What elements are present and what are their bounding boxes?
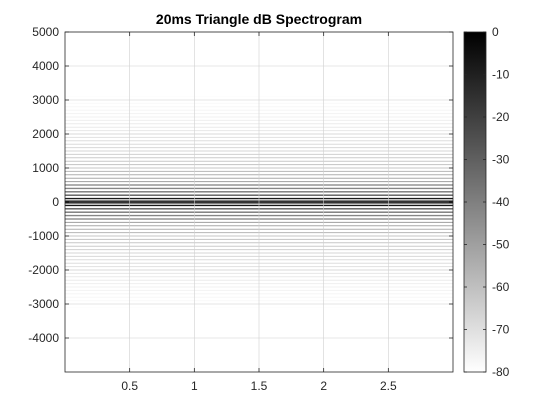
y-tick-label: -2000: [28, 263, 59, 277]
colorbar-tick-label: -60: [492, 280, 510, 294]
y-tick-label: -4000: [28, 331, 59, 345]
x-tick-label: 2: [320, 379, 327, 393]
x-tick-label: 1.5: [251, 379, 268, 393]
colorbar-tick-label: -80: [492, 365, 510, 379]
x-tick-label: 0.5: [121, 379, 138, 393]
colorbar-gradient: [464, 32, 486, 372]
y-tick-label: -1000: [28, 229, 59, 243]
colorbar-tick-label: -40: [492, 195, 510, 209]
y-tick-label: 3000: [32, 93, 59, 107]
y-tick-label: 1000: [32, 161, 59, 175]
y-tick-label: 5000: [32, 25, 59, 39]
colorbar-tick-label: -70: [492, 323, 510, 337]
colorbar-tick-label: -30: [492, 153, 510, 167]
colorbar-tick-label: 0: [492, 25, 499, 39]
y-tick-label: 4000: [32, 59, 59, 73]
y-tick-label: 2000: [32, 127, 59, 141]
x-tick-label: 1: [191, 379, 198, 393]
colorbar-tick-label: -50: [492, 238, 510, 252]
chart-title: 20ms Triangle dB Spectrogram: [156, 11, 362, 27]
colorbar-tick-label: -10: [492, 68, 510, 82]
y-tick-label: 0: [52, 195, 59, 209]
colorbar-tick-label: -20: [492, 110, 510, 124]
y-tick-label: -3000: [28, 297, 59, 311]
x-tick-label: 2.5: [380, 379, 397, 393]
